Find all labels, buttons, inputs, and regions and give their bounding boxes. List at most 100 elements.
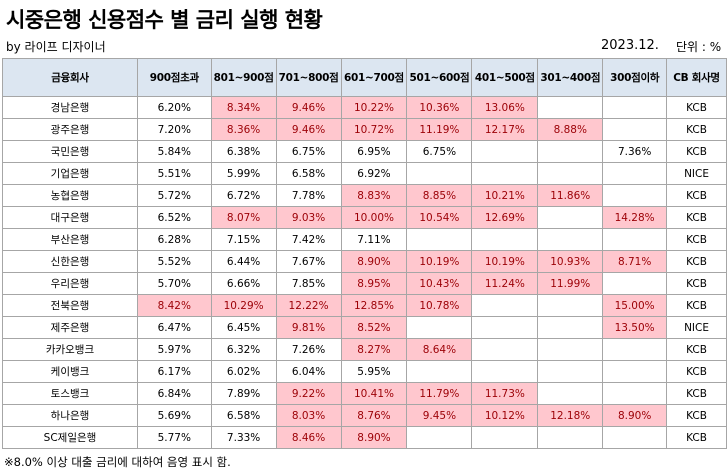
table-row: 토스뱅크 6.84% 7.89% 9.22% 10.41% 11.79% 11.73% KCB [2,382,727,405]
rate-cell [406,228,473,251]
bank-name-cell: 카카오뱅크 [2,338,138,361]
rate-cell: 12.22% [275,294,342,317]
rate-cell: 5.77% [136,426,212,449]
rate-cell: 10.19% [406,250,473,273]
rate-cell: 10.00% [340,206,408,229]
cb-company-cell: KCB [666,426,727,449]
rate-cell: 8.07% [210,206,277,229]
cb-company-cell: KCB [666,360,727,383]
bank-name-cell: 대구은행 [2,206,138,229]
rate-cell: 6.52% [136,206,212,229]
column-header: 601~700점 [340,58,408,97]
rate-cell [537,316,604,339]
column-header: 701~800점 [275,58,342,97]
table-row: 케이뱅크 6.17% 6.02% 6.04% 5.95% KCB [2,360,727,383]
rate-cell: 10.78% [406,294,473,317]
rate-cell: 6.04% [275,360,342,383]
rate-cell: 8.90% [340,426,408,449]
rate-cell: 10.41% [340,382,408,405]
rate-cell: 9.46% [275,118,342,141]
table-row: 대구은행 6.52% 8.07% 9.03% 10.00% 10.54% 12.69% 14.… [2,206,727,229]
column-header: 300점이하 [602,58,668,97]
rate-cell [602,272,668,295]
rate-cell: 12.18% [537,404,604,427]
rate-cell [406,360,473,383]
rate-cell: 6.28% [136,228,212,251]
rate-cell: 6.47% [136,316,212,339]
rate-cell: 11.19% [406,118,473,141]
rate-cell: 8.03% [275,404,342,427]
table-row: 하나은행 5.69% 6.58% 8.03% 8.76% 9.45% 10.12% 12.18… [2,404,727,427]
bank-name-cell: 우리은행 [2,272,138,295]
bank-name-cell: 하나은행 [2,404,138,427]
table-row: 신한은행 5.52% 6.44% 7.67% 8.90% 10.19% 10.19% 10.9… [2,250,727,273]
rate-cell: 8.52% [340,316,408,339]
rate-cell [537,382,604,405]
rate-cell: 5.72% [136,184,212,207]
rate-cell: 5.70% [136,272,212,295]
rate-cell: 6.75% [275,140,342,163]
rate-cell [471,316,539,339]
rate-cell: 7.42% [275,228,342,251]
table-row: 제주은행 6.47% 6.45% 9.81% 8.52% 13.50% NICE [2,316,727,339]
rate-cell: 7.26% [275,338,342,361]
rate-cell: 6.95% [340,140,408,163]
rate-cell [471,426,539,449]
bank-name-cell: 광주은행 [2,118,138,141]
rate-cell: 6.02% [210,360,277,383]
rate-cell: 8.95% [340,272,408,295]
rate-cell: 11.73% [471,382,539,405]
column-header: 801~900점 [210,58,277,97]
rate-cell: 15.00% [602,294,668,317]
rate-cell [471,140,539,163]
rate-cell: 6.75% [406,140,473,163]
rate-cell: 9.81% [275,316,342,339]
rate-cell: 8.88% [537,118,604,141]
rate-cell: 8.64% [406,338,473,361]
rate-cell: 9.46% [275,96,342,119]
rate-cell: 6.44% [210,250,277,273]
report-date: 2023.12. [601,38,659,53]
bank-name-cell: SC제일은행 [2,426,138,449]
rate-cell: 8.85% [406,184,473,207]
table-body: 경남은행 6.20% 8.34% 9.46% 10.22% 10.36% 13.06% KCB… [2,96,727,449]
rate-cell: 5.97% [136,338,212,361]
rate-cell: 10.43% [406,272,473,295]
rate-cell: 10.21% [471,184,539,207]
footnote: ※8.0% 이상 대출 금리에 대하여 음영 표시 함. [4,455,231,469]
rate-cell: 6.84% [136,382,212,405]
cb-company-cell: KCB [666,272,727,295]
rate-cell: 10.54% [406,206,473,229]
rate-cell [602,96,668,119]
rate-cell [471,162,539,185]
column-header: 501~600점 [406,58,473,97]
table-row: 농협은행 5.72% 6.72% 7.78% 8.83% 8.85% 10.21% 11.86… [2,184,727,207]
rate-cell: 14.28% [602,206,668,229]
rate-cell [471,294,539,317]
rate-cell: 7.33% [210,426,277,449]
rate-cell [602,118,668,141]
rate-cell: 10.12% [471,404,539,427]
rate-cell: 6.38% [210,140,277,163]
rate-cell: 13.50% [602,316,668,339]
column-header: 301~400점 [537,58,604,97]
rate-cell: 9.22% [275,382,342,405]
bank-name-cell: 케이뱅크 [2,360,138,383]
bank-name-cell: 국민은행 [2,140,138,163]
column-header: 금융회사 [2,58,138,97]
rate-cell: 7.20% [136,118,212,141]
bank-name-cell: 전북은행 [2,294,138,317]
rate-cell: 12.69% [471,206,539,229]
bank-name-cell: 제주은행 [2,316,138,339]
cb-company-cell: KCB [666,118,727,141]
column-header: 401~500점 [471,58,539,97]
rate-cell [406,162,473,185]
table-row: SC제일은행 5.77% 7.33% 8.46% 8.90% KCB [2,426,727,449]
cb-company-cell: KCB [666,228,727,251]
rate-cell: 10.29% [210,294,277,317]
cb-company-cell: KCB [666,206,727,229]
rate-cell: 8.34% [210,96,277,119]
rate-cell: 11.79% [406,382,473,405]
rate-cell: 8.27% [340,338,408,361]
rate-cell [537,360,604,383]
